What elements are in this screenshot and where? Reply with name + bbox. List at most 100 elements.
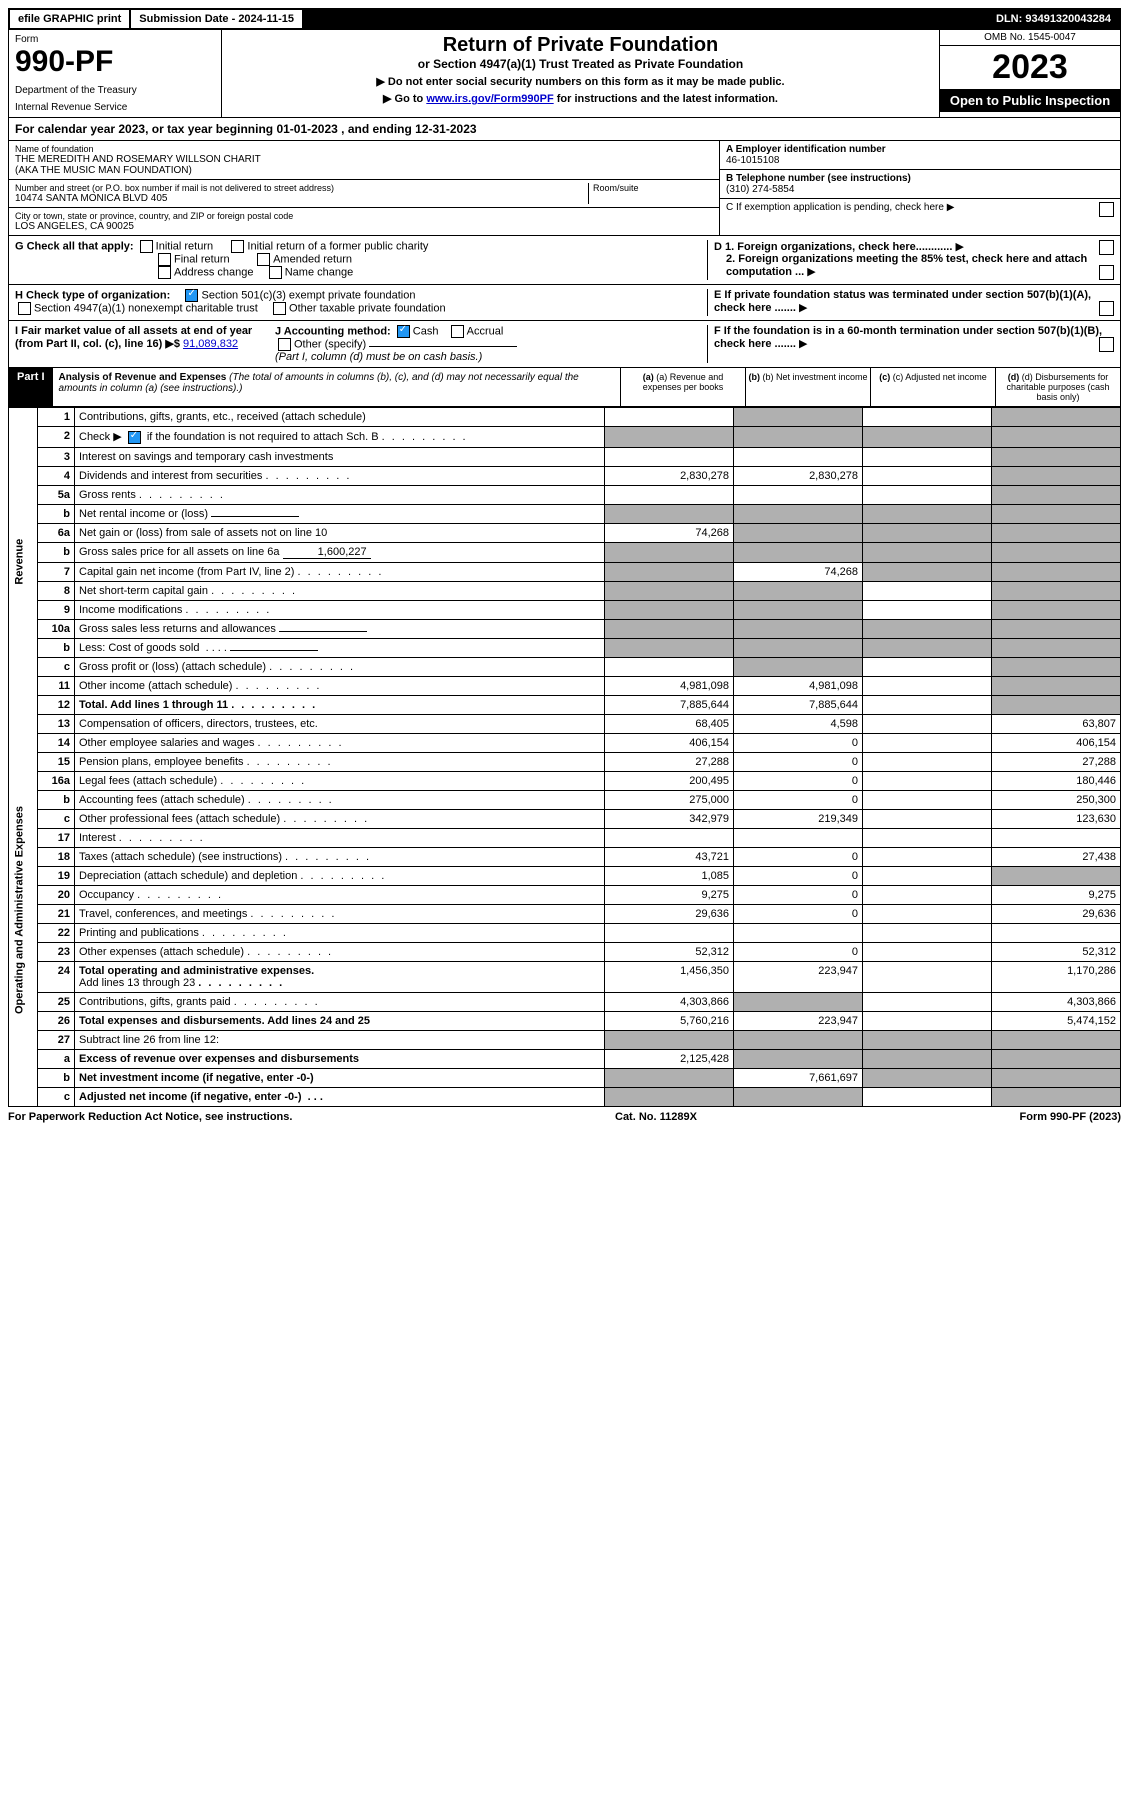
section-g: G Check all that apply: Initial return I… <box>8 236 1121 285</box>
table-row: 18Taxes (attach schedule) (see instructi… <box>9 847 1121 866</box>
l20-b: 0 <box>734 885 863 904</box>
table-row: 23Other expenses (attach schedule) 52,31… <box>9 942 1121 961</box>
table-row: 4Dividends and interest from securities … <box>9 466 1121 485</box>
submission-date: Submission Date - 2024-11-15 <box>131 10 304 28</box>
j-accrual-checkbox[interactable] <box>451 325 464 338</box>
g-name: Name change <box>285 266 354 278</box>
g-initial-former: Initial return of a former public charit… <box>247 240 428 252</box>
f-checkbox[interactable] <box>1099 337 1114 352</box>
table-row: 11Other income (attach schedule) 4,981,0… <box>9 676 1121 695</box>
l23-b: 0 <box>734 942 863 961</box>
d1-checkbox[interactable] <box>1099 240 1114 255</box>
address-change-checkbox[interactable] <box>158 266 171 279</box>
table-row: cOther professional fees (attach schedul… <box>9 809 1121 828</box>
l26-b: 223,947 <box>734 1011 863 1030</box>
table-row: 19Depreciation (attach schedule) and dep… <box>9 866 1121 885</box>
revenue-section-label: Revenue <box>9 408 38 715</box>
col-a-header: (a) (a) Revenue and expenses per books <box>620 368 745 406</box>
c-checkbox[interactable] <box>1099 202 1114 217</box>
table-row: 20Occupancy 9,27509,275 <box>9 885 1121 904</box>
dln-label: DLN: 93491320043284 <box>988 10 1119 28</box>
l14-b: 0 <box>734 733 863 752</box>
h-other-checkbox[interactable] <box>273 302 286 315</box>
initial-return-checkbox[interactable] <box>140 240 153 253</box>
l18-b: 0 <box>734 847 863 866</box>
table-row: 21Travel, conferences, and meetings 29,6… <box>9 904 1121 923</box>
footer-right: Form 990-PF (2023) <box>1020 1111 1121 1123</box>
address-label: Number and street (or P.O. box number if… <box>15 183 588 193</box>
initial-former-checkbox[interactable] <box>231 240 244 253</box>
line-16a-desc: Legal fees (attach schedule) <box>75 771 605 790</box>
table-row: Operating and Administrative Expenses 13… <box>9 714 1121 733</box>
phone-label: B Telephone number (see instructions) <box>726 173 1114 184</box>
l16b-a: 275,000 <box>605 790 734 809</box>
l11-a: 4,981,098 <box>605 676 734 695</box>
e-checkbox[interactable] <box>1099 301 1114 316</box>
dept-treasury: Department of the Treasury <box>15 85 215 96</box>
j-other-checkbox[interactable] <box>278 338 291 351</box>
j-cash-checkbox[interactable] <box>397 325 410 338</box>
line-27b-desc: Net investment income (if negative, ente… <box>75 1068 605 1087</box>
d2-checkbox[interactable] <box>1099 265 1114 280</box>
l15-d: 27,288 <box>992 752 1121 771</box>
note2-prefix: ▶ Go to <box>383 93 426 105</box>
line-8-desc: Net short-term capital gain <box>75 581 605 600</box>
i-value[interactable]: 91,089,832 <box>183 338 238 350</box>
h-4947-checkbox[interactable] <box>18 302 31 315</box>
l25-d: 4,303,866 <box>992 992 1121 1011</box>
footer-center: Cat. No. 11289X <box>615 1111 697 1123</box>
table-row: bNet rental income or (loss) <box>9 504 1121 523</box>
l26-d: 5,474,152 <box>992 1011 1121 1030</box>
name-label: Name of foundation <box>15 144 713 154</box>
amended-checkbox[interactable] <box>257 253 270 266</box>
table-row: bAccounting fees (attach schedule) 275,0… <box>9 790 1121 809</box>
d2-label: 2. Foreign organizations meeting the 85%… <box>726 253 1087 278</box>
l16a-a: 200,495 <box>605 771 734 790</box>
efile-print-button[interactable]: efile GRAPHIC print <box>10 10 131 28</box>
city-value: LOS ANGELES, CA 90025 <box>15 221 713 232</box>
l12-a: 7,885,644 <box>605 695 734 714</box>
ein-value: 46-1015108 <box>726 155 1114 166</box>
j-other: Other (specify) <box>294 338 366 350</box>
expenses-section-label: Operating and Administrative Expenses <box>9 714 38 1106</box>
form-header: Form 990-PF Department of the Treasury I… <box>8 30 1121 118</box>
l13-a: 68,405 <box>605 714 734 733</box>
line-9-desc: Income modifications <box>75 600 605 619</box>
line-18-desc: Taxes (attach schedule) (see instruction… <box>75 847 605 866</box>
l24-b: 223,947 <box>734 961 863 992</box>
table-row: 17Interest <box>9 828 1121 847</box>
line-17-desc: Interest <box>75 828 605 847</box>
h-501c3-checkbox[interactable] <box>185 289 198 302</box>
form-number: 990-PF <box>15 45 215 79</box>
col-d-header: (d) (d) Disbursements for charitable pur… <box>995 368 1120 406</box>
l16a-b: 0 <box>734 771 863 790</box>
table-row: 6aNet gain or (loss) from sale of assets… <box>9 523 1121 542</box>
foundation-aka: (AKA THE MUSIC MAN FOUNDATION) <box>15 165 713 176</box>
table-row: 12Total. Add lines 1 through 11 7,885,64… <box>9 695 1121 714</box>
table-row: 16aLegal fees (attach schedule) 200,4950… <box>9 771 1121 790</box>
schb-checkbox[interactable] <box>128 431 141 444</box>
line-25-desc: Contributions, gifts, grants paid <box>75 992 605 1011</box>
g-amended: Amended return <box>273 253 352 265</box>
part1-title: Analysis of Revenue and Expenses <box>59 372 227 383</box>
line-10b-desc: Less: Cost of goods sold . . . . <box>75 638 605 657</box>
line-11-desc: Other income (attach schedule) <box>75 676 605 695</box>
l6b-val: 1,600,227 <box>283 546 371 559</box>
final-return-checkbox[interactable] <box>158 253 171 266</box>
section-ij: I Fair market value of all assets at end… <box>8 321 1121 368</box>
open-public-badge: Open to Public Inspection <box>940 89 1120 112</box>
form-note-2: ▶ Go to www.irs.gov/Form990PF for instru… <box>228 92 933 105</box>
l15-a: 27,288 <box>605 752 734 771</box>
line-27-desc: Subtract line 26 from line 12: <box>75 1030 605 1049</box>
line-21-desc: Travel, conferences, and meetings <box>75 904 605 923</box>
h-label: H Check type of organization: <box>15 289 170 301</box>
l18-a: 43,721 <box>605 847 734 866</box>
name-change-checkbox[interactable] <box>269 266 282 279</box>
foundation-name: THE MEREDITH AND ROSEMARY WILLSON CHARIT <box>15 154 713 165</box>
note2-suffix: for instructions and the latest informat… <box>554 93 778 105</box>
irs-link[interactable]: www.irs.gov/Form990PF <box>426 93 553 105</box>
l13-d: 63,807 <box>992 714 1121 733</box>
l26-a: 5,760,216 <box>605 1011 734 1030</box>
main-table: Revenue 1 Contributions, gifts, grants, … <box>8 407 1121 1107</box>
room-label: Room/suite <box>593 183 713 193</box>
